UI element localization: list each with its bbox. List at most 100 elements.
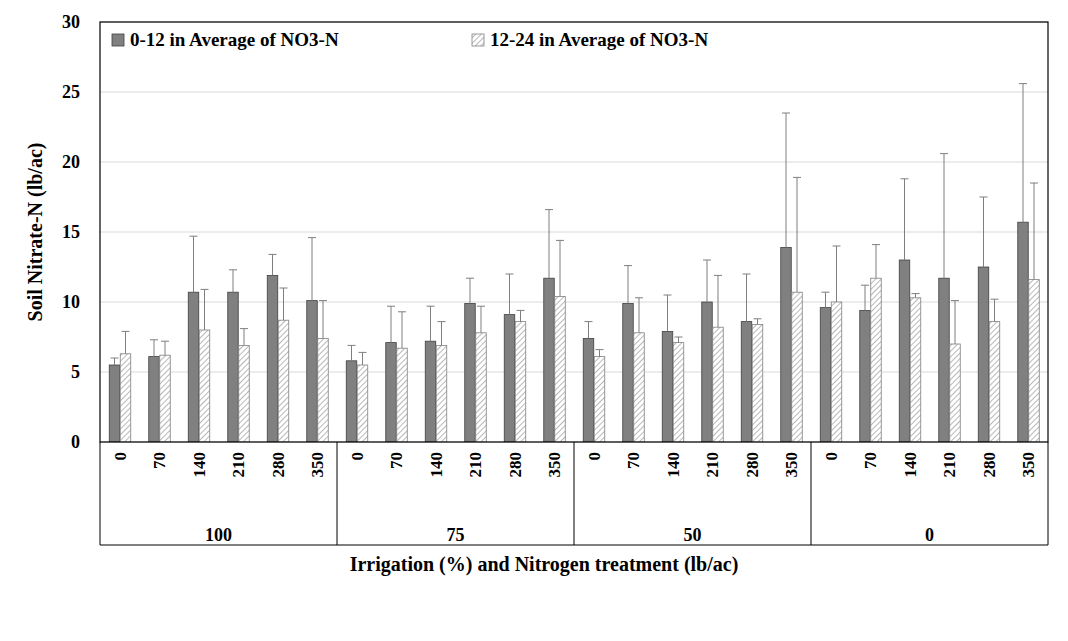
- bar: [1029, 280, 1040, 442]
- error-bar: [675, 337, 683, 343]
- error-bar: [466, 278, 474, 303]
- error-bar: [517, 310, 525, 321]
- error-bar: [150, 340, 158, 357]
- error-bar: [635, 298, 643, 333]
- x-tick-label: 210: [703, 452, 722, 478]
- bar: [583, 338, 594, 442]
- legend-label: 12-24 in Average of NO3-N: [490, 29, 708, 50]
- bar: [910, 298, 921, 442]
- y-tick-label: 25: [62, 82, 80, 102]
- error-bar: [940, 154, 948, 279]
- error-bar: [438, 322, 446, 346]
- x-tick-label: 350: [308, 452, 327, 478]
- bar: [702, 302, 713, 442]
- x-tick-label: 350: [1019, 452, 1038, 478]
- group-separator: [574, 442, 575, 545]
- legend-label: 0-12 in Average of NO3-N: [130, 29, 339, 50]
- x-tick-label: 140: [664, 452, 683, 478]
- bar: [465, 303, 476, 442]
- error-bar: [556, 240, 564, 296]
- group-label: 75: [447, 525, 465, 545]
- x-tick-label: 70: [624, 452, 643, 469]
- group-separator: [337, 442, 338, 545]
- error-bar: [991, 299, 999, 321]
- x-tick-label: 280: [743, 452, 762, 478]
- error-bar: [506, 274, 514, 315]
- x-tick-label: 140: [901, 452, 920, 478]
- bar: [109, 365, 120, 442]
- error-bar: [398, 312, 406, 348]
- error-bar: [664, 295, 672, 331]
- axis-line: [100, 545, 1048, 546]
- bar: [397, 348, 408, 442]
- bar: [160, 355, 171, 442]
- x-tick-label: 280: [506, 452, 525, 478]
- y-tick-label: 15: [62, 222, 80, 242]
- bar: [267, 275, 278, 442]
- x-tick-label: 210: [466, 452, 485, 478]
- error-bar: [822, 292, 830, 307]
- y-tick-label: 0: [71, 432, 80, 452]
- error-bar: [951, 301, 959, 344]
- x-tick-label: 0: [585, 452, 604, 461]
- bar: [950, 344, 961, 442]
- bar: [555, 296, 566, 442]
- bar: [978, 267, 989, 442]
- error-bar: [319, 301, 327, 339]
- group-label: 50: [684, 525, 702, 545]
- bars: [109, 84, 1039, 442]
- x-tick-label: 0: [822, 452, 841, 461]
- bar: [515, 322, 526, 442]
- group-separator: [100, 442, 101, 545]
- x-tick-label: 140: [427, 452, 446, 478]
- bar: [634, 333, 645, 442]
- chart: 0510152025300701402102803500701402102803…: [0, 0, 1068, 641]
- error-bar: [190, 236, 198, 292]
- bar: [713, 327, 724, 442]
- error-bar: [980, 197, 988, 267]
- x-tick-label: 70: [150, 452, 169, 469]
- x-tick-label: 70: [387, 452, 406, 469]
- bar: [594, 357, 605, 442]
- error-bar: [833, 246, 841, 302]
- x-axis-title: Irrigation (%) and Nitrogen treatment (l…: [350, 553, 739, 576]
- error-bar: [427, 306, 435, 341]
- error-bar: [269, 254, 277, 275]
- bar: [228, 292, 239, 442]
- error-bar: [387, 306, 395, 342]
- error-bar: [624, 266, 632, 304]
- error-bar: [596, 350, 604, 357]
- y-tick-label: 30: [62, 12, 80, 32]
- bar: [860, 310, 871, 442]
- error-bar: [359, 352, 367, 365]
- error-bar: [782, 113, 790, 247]
- error-bar: [861, 285, 869, 310]
- bar: [199, 330, 210, 442]
- bar: [188, 292, 199, 442]
- error-bar: [122, 331, 130, 353]
- error-bar: [743, 274, 751, 322]
- bar: [307, 301, 318, 442]
- legend-swatch: [472, 34, 484, 46]
- error-bar: [585, 322, 593, 339]
- bar: [989, 322, 1000, 442]
- bar: [623, 303, 634, 442]
- bar: [436, 345, 447, 442]
- bar: [831, 302, 842, 442]
- x-tick-label: 350: [545, 452, 564, 478]
- group-separator: [1048, 442, 1049, 545]
- error-bar: [280, 288, 288, 320]
- bar: [1018, 222, 1029, 442]
- bar: [820, 308, 831, 442]
- x-tick-label: 280: [980, 452, 999, 478]
- bar: [871, 278, 882, 442]
- error-bar: [229, 270, 237, 292]
- bar: [792, 292, 803, 442]
- bar: [239, 345, 250, 442]
- bar: [673, 343, 684, 442]
- error-bar: [754, 319, 762, 325]
- error-bar: [912, 294, 920, 298]
- bar: [752, 324, 763, 442]
- legend-swatch: [112, 34, 124, 46]
- error-bar: [161, 341, 169, 355]
